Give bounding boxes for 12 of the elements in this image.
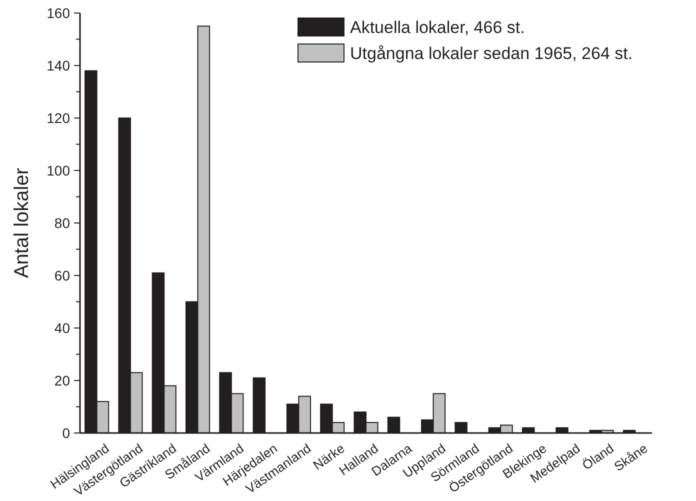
legend-label: Utgångna lokaler sedan 1965, 264 st. bbox=[350, 44, 633, 63]
y-tick-label: 20 bbox=[54, 372, 70, 388]
y-tick-label: 60 bbox=[54, 267, 70, 284]
y-axis-title: Antal lokaler bbox=[11, 168, 33, 278]
y-tick-label: 140 bbox=[46, 57, 70, 74]
y-tick-label: 40 bbox=[54, 320, 70, 336]
y-tick-label: 80 bbox=[54, 214, 70, 231]
y-tick-label: 100 bbox=[46, 162, 70, 178]
legend-label: Aktuella lokaler, 466 st. bbox=[350, 18, 525, 37]
y-tick-label: 160 bbox=[46, 4, 70, 21]
y-tick-label: 0 bbox=[62, 424, 70, 441]
y-tick-label: 120 bbox=[46, 110, 70, 126]
